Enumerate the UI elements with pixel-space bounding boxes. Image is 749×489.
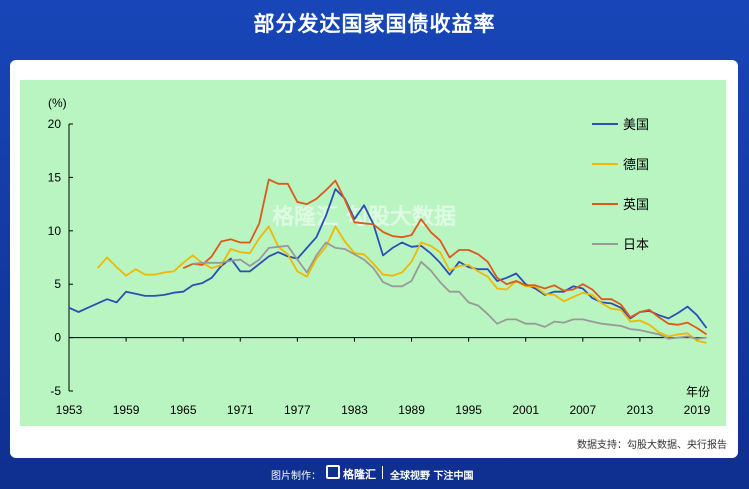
x-tick-label: 1971 bbox=[227, 403, 254, 417]
x-tick-label: 2001 bbox=[512, 403, 539, 417]
y-tick-label: 10 bbox=[48, 224, 62, 238]
x-tick-label: 2013 bbox=[627, 403, 654, 417]
x-tick-label: 1989 bbox=[398, 403, 425, 417]
y-tick-label: -5 bbox=[50, 384, 61, 398]
x-tick-label: 1977 bbox=[284, 403, 311, 417]
legend-label: 美国 bbox=[623, 118, 649, 133]
x-tick-label: 1953 bbox=[56, 403, 83, 417]
legend-label: 德国 bbox=[623, 158, 649, 173]
source-note: 数据支持：勾股大数据、央行报告 bbox=[577, 440, 727, 451]
plot-background bbox=[20, 80, 726, 426]
series-line-1 bbox=[96, 225, 707, 344]
legend-label: 日本 bbox=[623, 238, 649, 253]
x-tick-label: 1983 bbox=[341, 403, 368, 417]
y-axis-label: (%) bbox=[48, 96, 67, 110]
y-tick-label: 5 bbox=[54, 277, 61, 291]
y-tick-label: 20 bbox=[48, 117, 62, 131]
series-line-3 bbox=[192, 241, 707, 340]
footer-brand: 格隆汇 bbox=[343, 468, 376, 481]
footer-made-by: 图片制作： bbox=[271, 471, 321, 482]
footer-slogan: 全球视野 下注中国 bbox=[390, 471, 474, 482]
footer-bar: 图片制作： 格隆汇 全球视野 下注中国 bbox=[0, 463, 749, 485]
legend-label: 英国 bbox=[623, 198, 649, 213]
x-tick-label: 1965 bbox=[170, 403, 197, 417]
page-title: 部分发达国家国债收益率 bbox=[253, 12, 496, 36]
x-tick-label: 1995 bbox=[455, 403, 482, 417]
y-tick-label: 15 bbox=[48, 170, 62, 184]
x-axis-label: 年份 bbox=[686, 385, 710, 399]
x-tick-label: 2007 bbox=[569, 403, 596, 417]
y-tick-label: 0 bbox=[54, 331, 61, 345]
series-line-2 bbox=[182, 178, 708, 336]
brand-logo-icon bbox=[326, 465, 340, 479]
x-tick-label: 2019 bbox=[684, 403, 711, 417]
watermark-text: 格隆汇 勾股大数据 bbox=[272, 204, 456, 230]
footer-divider bbox=[382, 466, 383, 479]
x-tick-label: 1959 bbox=[113, 403, 140, 417]
